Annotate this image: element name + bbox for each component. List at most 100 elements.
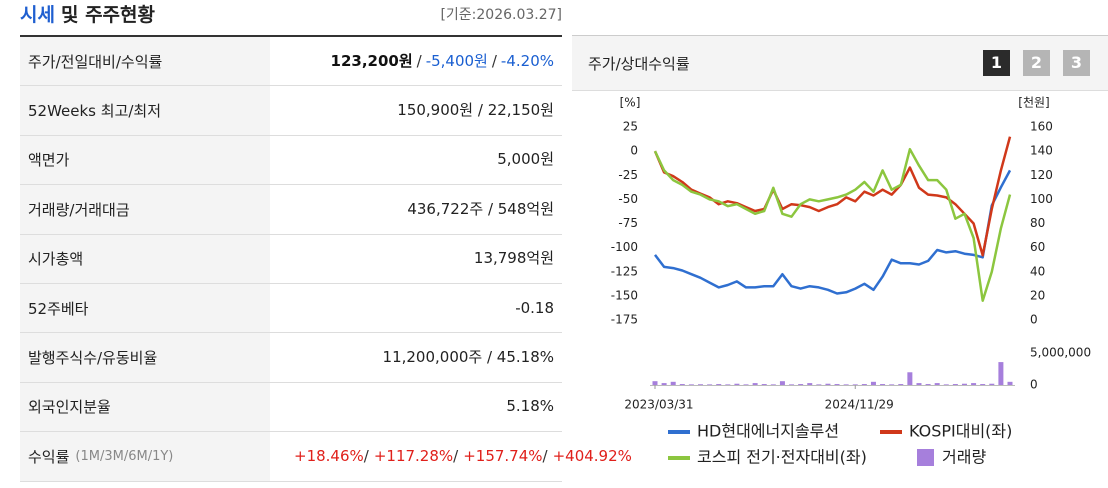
table-row: 액면가 5,000원 <box>20 135 562 186</box>
legend-label: 코스피 전기·전자대비(좌) <box>697 448 867 467</box>
row-label: 수익률 (1M/3M/6M/1Y) <box>20 432 270 481</box>
label-note: (1M/3M/6M/1Y) <box>75 448 174 464</box>
volume-bar <box>843 384 849 385</box>
value-wrap: -0.18 <box>515 299 554 318</box>
volume-bar <box>779 381 785 385</box>
tab-button[interactable]: 2 <box>1023 50 1050 76</box>
row-label: 52Weeks 최고/최저 <box>20 86 270 135</box>
volume-bar <box>707 384 713 385</box>
table-row: 시가총액 13,798억원 <box>20 234 562 284</box>
volume-bar <box>652 381 658 385</box>
value-text: 11,200,000주 / 45.18% <box>382 348 554 367</box>
volume-bar <box>670 381 676 385</box>
value-text: 5.18% <box>506 397 554 416</box>
y2-tick-label: 100 <box>1030 192 1053 206</box>
table-row: 주가/전일대비/수익률 123,200원 / -5,400원 / -4.20% <box>20 37 562 87</box>
series-line <box>654 169 1012 295</box>
volume-bar <box>934 383 940 385</box>
value-wrap: 11,200,000주 / 45.18% <box>383 348 554 367</box>
y2-tick-label: 40 <box>1030 264 1045 278</box>
value-text: -0.18 <box>515 298 554 317</box>
volume-bar <box>943 384 949 385</box>
tab-button[interactable]: 1 <box>983 50 1010 76</box>
label-text: 수익률 <box>28 447 70 466</box>
y-tick-label: 0 <box>630 144 638 158</box>
label-text: 시가총액 <box>28 250 84 269</box>
volume-bar <box>679 384 685 385</box>
info-table: 주가/전일대비/수익률 123,200원 / -5,400원 / -4.20% 52Week… <box>20 35 632 482</box>
volume-bar <box>925 384 931 385</box>
y2-tick-label: 160 <box>1030 120 1053 134</box>
y2-tick-label: 60 <box>1030 240 1045 254</box>
y-tick-label: -100 <box>611 240 638 254</box>
label-text: 외국인지분율 <box>28 398 111 417</box>
row-value: 123,200원 / -5,400원 / -4.20% <box>270 37 562 85</box>
volume-bar <box>734 383 740 385</box>
volume-bar <box>725 384 731 385</box>
label-text: 발행주식수/유동비율 <box>28 349 158 368</box>
value-text: 5,000원 <box>497 150 554 169</box>
row-value: 13,798억원 <box>270 235 562 283</box>
value-text: 13,798억원 <box>473 249 554 268</box>
volume-bar <box>1007 381 1013 385</box>
table-row: 외국인지분율 5.18% <box>20 382 562 433</box>
chart: [%] [천원] 25 0 -25 -50 -75 -100 -125 -150 -175 160 14… <box>611 95 1091 467</box>
legend-label: KOSPI대비(좌) <box>909 422 1012 441</box>
volume-bar <box>961 383 967 385</box>
table-row: 52주베타 -0.18 <box>20 283 562 334</box>
series-line <box>653 147 1012 302</box>
volume-bar <box>807 383 813 385</box>
volume-bar <box>816 384 822 385</box>
value-wrap: 150,900원 / 22,150원 <box>397 101 554 120</box>
value-part: +18.46% <box>294 446 364 465</box>
label-text: 거래량/거래대금 <box>28 200 130 219</box>
volume-bar <box>916 383 922 385</box>
title: 시세 및 주주현황 <box>20 0 161 30</box>
volume-bar <box>852 384 858 385</box>
row-label: 52주베타 <box>20 283 270 333</box>
legend-swatch <box>917 449 934 466</box>
value-part: -4.20% <box>500 51 554 70</box>
volume-bar <box>898 384 904 385</box>
value-part: / <box>363 446 369 465</box>
volume-bar <box>870 381 876 385</box>
value-part: / <box>453 446 459 465</box>
table-row: 수익률 (1M/3M/6M/1Y) +18.46%/+117.28%/+157.74… <box>20 432 632 482</box>
row-value: 5.18% <box>270 383 562 431</box>
value-part: / <box>542 446 548 465</box>
value-text: 436,722주 / 548억원 <box>407 199 554 218</box>
value-part: -5,400원 <box>425 51 488 70</box>
value-wrap: 5,000원 <box>497 150 554 169</box>
x-tick-label: 2024/11/29 <box>825 398 894 412</box>
value-text: 150,900원 / 22,150원 <box>397 101 554 120</box>
y2-axis-label: [천원] <box>1018 95 1049 110</box>
row-value: 5,000원 <box>270 136 562 184</box>
y2-tick-label: 80 <box>1030 216 1045 230</box>
volume-tick-label: 0 <box>1030 378 1038 392</box>
tab-button[interactable]: 3 <box>1063 50 1090 76</box>
value-wrap: 5.18% <box>506 397 554 416</box>
title-part: 및 주주현황 <box>60 4 155 26</box>
value-wrap: 436,722주 / 548억원 <box>407 200 554 219</box>
title-part: 시세 <box>20 4 55 26</box>
volume-bar <box>907 372 913 385</box>
volume-tick-label: 5,000,000 <box>1030 346 1091 360</box>
x-tick-label: 2023/03/31 <box>624 398 693 412</box>
row-label: 액면가 <box>20 135 270 185</box>
label-text: 52Weeks 최고/최저 <box>28 102 162 121</box>
row-label: 발행주식수/유동비율 <box>20 333 270 382</box>
y2-tick-label: 140 <box>1030 144 1053 158</box>
volume-bar <box>789 384 795 385</box>
row-label: 거래량/거래대금 <box>20 185 270 234</box>
volume-bar <box>688 384 694 385</box>
table-row: 발행주식수/유동비율 11,200,000주 / 45.18% <box>20 333 562 383</box>
y-tick-label: -75 <box>618 216 638 230</box>
series-line <box>653 136 1012 257</box>
volume-bar <box>716 384 722 385</box>
y2-tick-label: 20 <box>1030 288 1045 302</box>
value-part: / <box>416 51 422 70</box>
volume-bar <box>880 384 886 385</box>
